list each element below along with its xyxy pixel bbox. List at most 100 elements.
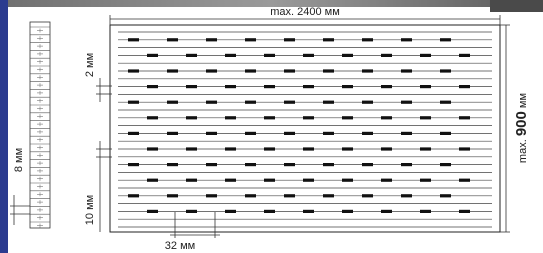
slot — [225, 85, 236, 88]
slot — [459, 54, 470, 57]
slot — [362, 194, 373, 197]
slot — [186, 116, 197, 119]
slot — [440, 132, 451, 135]
slot — [147, 54, 158, 57]
height-value: 900 — [513, 111, 530, 136]
slot — [342, 85, 353, 88]
slot — [323, 101, 334, 104]
slot — [284, 132, 295, 135]
slot — [440, 194, 451, 197]
slot — [264, 210, 275, 213]
slot — [440, 38, 451, 41]
slot — [264, 147, 275, 150]
slot — [147, 116, 158, 119]
slot — [342, 179, 353, 182]
slot — [362, 101, 373, 104]
spacing-label: 32 мм — [165, 240, 195, 252]
slot — [381, 116, 392, 119]
slot — [206, 101, 217, 104]
left-strip — [0, 0, 8, 253]
slot — [245, 132, 256, 135]
slot — [186, 54, 197, 57]
slot — [245, 194, 256, 197]
slot — [186, 85, 197, 88]
slot — [323, 163, 334, 166]
slot — [362, 163, 373, 166]
slot — [206, 69, 217, 72]
slot — [206, 132, 217, 135]
slot — [167, 69, 178, 72]
slot — [225, 179, 236, 182]
slot — [147, 85, 158, 88]
slot — [362, 38, 373, 41]
corner-block — [490, 0, 543, 12]
gap-label: 2 мм — [84, 53, 96, 77]
height-unit: мм — [517, 93, 529, 108]
slot — [459, 210, 470, 213]
slot — [303, 147, 314, 150]
slot — [440, 69, 451, 72]
slot — [264, 179, 275, 182]
slot — [186, 210, 197, 213]
slot — [284, 163, 295, 166]
slot — [186, 179, 197, 182]
slot — [206, 194, 217, 197]
slot — [147, 179, 158, 182]
slot — [381, 147, 392, 150]
slot — [303, 179, 314, 182]
slot — [264, 54, 275, 57]
slot — [303, 210, 314, 213]
slot — [206, 38, 217, 41]
slot — [440, 101, 451, 104]
slot — [284, 69, 295, 72]
slot — [245, 69, 256, 72]
slot — [245, 101, 256, 104]
height-prefix: max. — [517, 139, 529, 163]
slot — [147, 147, 158, 150]
slot — [401, 69, 412, 72]
slot — [186, 147, 197, 150]
slot — [459, 147, 470, 150]
slot — [128, 69, 139, 72]
slot — [225, 210, 236, 213]
slot — [381, 54, 392, 57]
slot — [225, 147, 236, 150]
slot — [264, 85, 275, 88]
slot — [303, 85, 314, 88]
slot — [459, 116, 470, 119]
slot — [245, 163, 256, 166]
slot — [225, 116, 236, 119]
diagram: max. 2400 мм max. 900 мм 2 мм 10 мм 8 мм… — [0, 0, 543, 253]
height-label: max. 900 мм — [513, 93, 530, 163]
slot — [440, 163, 451, 166]
slot — [284, 38, 295, 41]
slot — [401, 101, 412, 104]
slot — [206, 163, 217, 166]
slot — [420, 85, 431, 88]
slot — [401, 38, 412, 41]
slot — [167, 38, 178, 41]
strip-label: 8 мм — [13, 148, 25, 172]
slot — [284, 194, 295, 197]
slot — [459, 179, 470, 182]
slot — [342, 116, 353, 119]
slot — [420, 54, 431, 57]
slot — [401, 194, 412, 197]
slot — [128, 101, 139, 104]
slot — [225, 54, 236, 57]
slot — [303, 54, 314, 57]
slot — [401, 163, 412, 166]
slot — [362, 69, 373, 72]
slot — [381, 85, 392, 88]
panel — [110, 25, 500, 232]
side-strip — [30, 22, 50, 228]
slot — [381, 179, 392, 182]
slot — [381, 210, 392, 213]
slot — [245, 38, 256, 41]
slot — [342, 147, 353, 150]
slot — [167, 194, 178, 197]
slot — [420, 147, 431, 150]
slot — [459, 85, 470, 88]
slot — [420, 179, 431, 182]
slot — [342, 54, 353, 57]
